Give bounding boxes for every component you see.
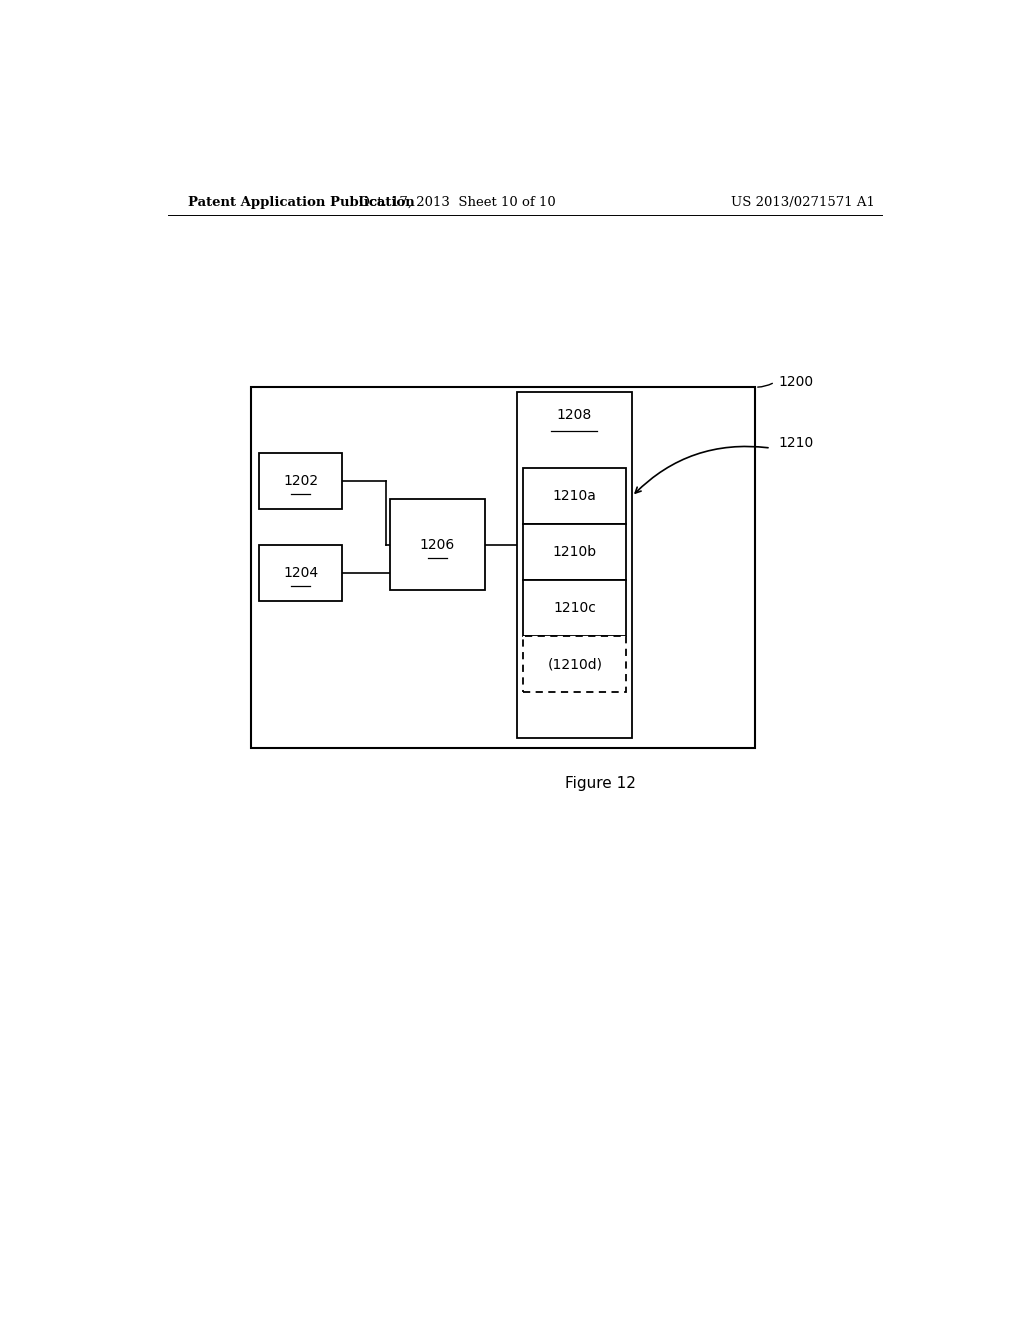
Bar — [523, 469, 627, 524]
Text: 1204: 1204 — [283, 565, 318, 579]
Text: US 2013/0271571 A1: US 2013/0271571 A1 — [731, 195, 876, 209]
Text: Oct. 17, 2013  Sheet 10 of 10: Oct. 17, 2013 Sheet 10 of 10 — [359, 195, 556, 209]
Bar — [259, 545, 342, 601]
Bar — [251, 387, 755, 748]
Bar — [390, 499, 485, 590]
Text: Figure 12: Figure 12 — [565, 776, 636, 791]
Text: 1210a: 1210a — [553, 490, 597, 503]
Text: (1210d): (1210d) — [547, 657, 602, 671]
Text: Patent Application Publication: Patent Application Publication — [187, 195, 415, 209]
Bar — [523, 524, 627, 581]
Text: 1210c: 1210c — [553, 601, 596, 615]
Bar — [517, 392, 632, 738]
Bar — [523, 636, 627, 692]
Text: 1206: 1206 — [420, 537, 455, 552]
Text: 1208: 1208 — [557, 408, 592, 421]
Text: 1210: 1210 — [778, 436, 814, 450]
Text: 1200: 1200 — [778, 375, 814, 389]
Text: 1210b: 1210b — [553, 545, 597, 560]
Bar — [523, 581, 627, 636]
Text: 1202: 1202 — [283, 474, 318, 488]
Bar — [259, 453, 342, 510]
FancyArrowPatch shape — [758, 383, 772, 387]
